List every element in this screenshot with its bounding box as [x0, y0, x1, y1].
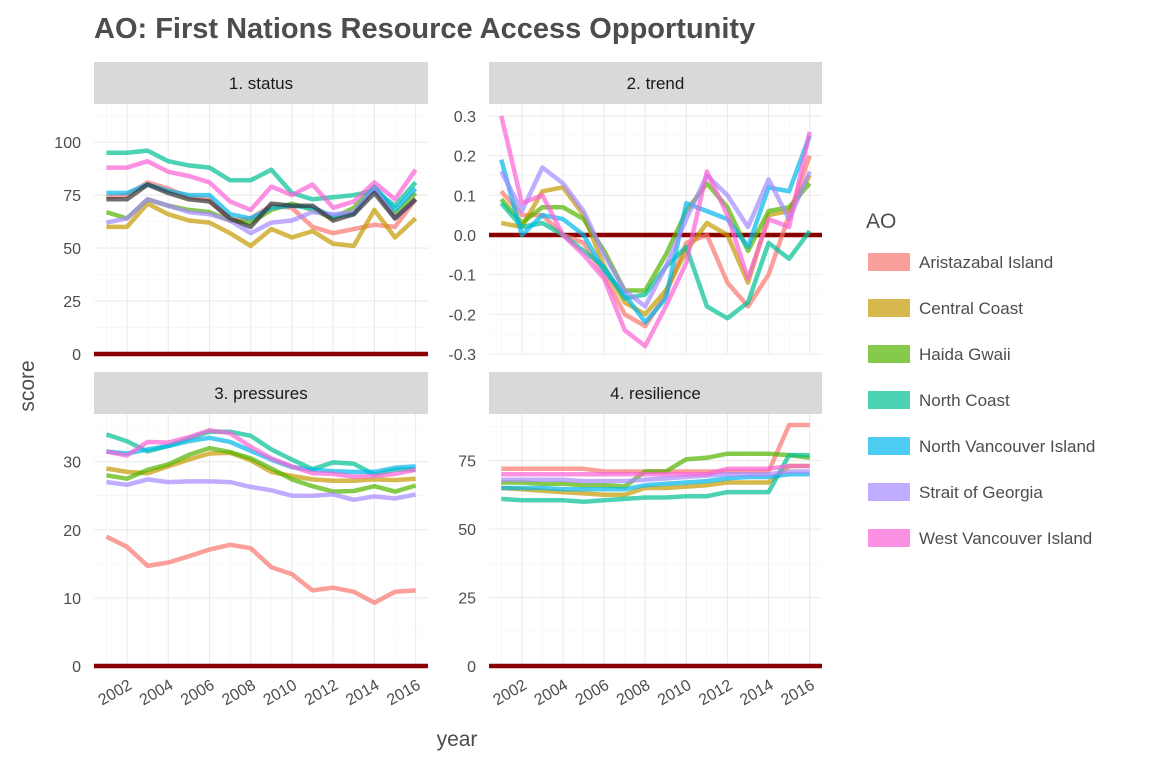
- y-axis-title: score: [16, 360, 39, 411]
- x-tick-label: 2008: [614, 677, 653, 710]
- series-line-haida-gwaii: [106, 445, 417, 494]
- legend-swatch: [868, 253, 910, 271]
- series-line-north-vancouver-island: [106, 435, 416, 475]
- y-tick-label: -0.3: [448, 347, 476, 364]
- series-line-unlabeled: [106, 182, 418, 230]
- legend-swatch: [868, 529, 910, 547]
- legend-label: North Vancouver Island: [919, 437, 1095, 456]
- facet-strip: [94, 372, 428, 414]
- legend-item-aristazabal-island: Aristazabal Island: [868, 253, 1053, 272]
- facet-panel-4-resilience: 4. resilience 0 25 50 75 2002 2004 2006 2008 2010…: [458, 372, 822, 709]
- x-tick-label: 2006: [178, 677, 217, 710]
- series-line-central-coast: [106, 450, 416, 483]
- legend-items: Aristazabal Island Central Coast Haida Gwa…: [868, 253, 1095, 548]
- legend-title: AO: [866, 210, 896, 233]
- y-tick-label: 75: [458, 454, 476, 471]
- series-line-north-coast: [501, 452, 810, 504]
- y-tick-label: 20: [63, 523, 81, 540]
- facet-strip-label: 3. pressures: [214, 384, 308, 403]
- legend-swatch: [868, 391, 910, 409]
- y-tick-label: 75: [63, 188, 81, 205]
- legend-item-west-vancouver-island: West Vancouver Island: [868, 529, 1092, 548]
- series-line-central-coast: [501, 463, 810, 498]
- x-tick-label: 2016: [778, 677, 817, 710]
- facet-panel-1-status: 1. status 0 25 50 75 100: [54, 62, 428, 364]
- y-tick-label: 0.3: [454, 109, 476, 126]
- x-tick-label: 2004: [137, 677, 176, 710]
- facet-strip-label: 4. resilience: [610, 384, 701, 403]
- legend-item-north-vancouver-island: North Vancouver Island: [868, 437, 1095, 456]
- x-tick-label: 2012: [302, 677, 341, 710]
- y-tick-label: 30: [63, 455, 81, 472]
- y-tick-label: 50: [63, 241, 81, 258]
- legend-label: Haida Gwaii: [919, 345, 1011, 364]
- series-line-strait-of-georgia: [501, 469, 810, 484]
- legend-swatch: [868, 345, 910, 363]
- y-tick-label: 0: [467, 659, 476, 676]
- legend-label: Aristazabal Island: [919, 253, 1053, 272]
- x-tick-label: 2014: [737, 677, 776, 710]
- x-tick-label: 2006: [573, 677, 612, 710]
- x-tick-label: 2016: [384, 677, 423, 710]
- x-tick-label: 2010: [655, 677, 694, 710]
- x-tick-label: 2010: [261, 677, 300, 710]
- x-tick-label: 2012: [696, 677, 735, 710]
- series-line-aristazabal-island: [501, 422, 810, 474]
- legend-swatch: [868, 299, 910, 317]
- x-tick-label: 2008: [219, 677, 258, 710]
- x-axis-title: year: [437, 728, 478, 751]
- legend-item-strait-of-georgia: Strait of Georgia: [868, 483, 1043, 502]
- y-tick-label: 50: [458, 522, 476, 539]
- y-tick-label: 0: [72, 347, 81, 364]
- series-line-strait-of-georgia: [499, 165, 812, 309]
- series-line-west-vancouver-island: [499, 115, 812, 349]
- y-tick-label: 10: [63, 591, 81, 608]
- facet-strip: [489, 62, 822, 104]
- x-tick-label: 2004: [532, 677, 571, 710]
- legend-label: Central Coast: [919, 299, 1023, 318]
- y-tick-label: 100: [54, 135, 81, 152]
- legend-label: Strait of Georgia: [919, 483, 1043, 502]
- y-tick-label: -0.2: [448, 307, 476, 324]
- legend-label: North Coast: [919, 391, 1010, 410]
- series-line-aristazabal-island: [105, 534, 416, 605]
- legend-item-north-coast: North Coast: [868, 391, 1010, 410]
- series-line-strait-of-georgia: [106, 477, 417, 503]
- legend-swatch: [868, 437, 910, 455]
- series-line-haida-gwaii: [499, 181, 812, 293]
- facet-strip-label: 1. status: [229, 74, 293, 93]
- x-tick-label: 2002: [96, 677, 135, 710]
- facet-panel-2-trend: 2. trend -0.3 -0.2 -0.1 0.0 0.1 0.2 0.3: [448, 62, 822, 364]
- series-line-west-vancouver-island: [501, 463, 810, 477]
- x-tick-label: 2002: [491, 677, 530, 710]
- facet-strip: [94, 62, 428, 104]
- series-line-haida-gwaii: [501, 451, 810, 489]
- y-tick-label: 25: [63, 294, 81, 311]
- y-tick-label: 25: [458, 591, 476, 608]
- facet-strip: [489, 372, 822, 414]
- series-line-north-vancouver-island: [501, 472, 810, 492]
- x-tick-label: 2014: [343, 677, 382, 710]
- legend-label: West Vancouver Island: [919, 529, 1092, 548]
- y-tick-label: 0: [72, 659, 81, 676]
- y-tick-label: 0.0: [454, 228, 476, 245]
- legend-item-haida-gwaii: Haida Gwaii: [868, 345, 1011, 364]
- y-tick-label: 0.1: [454, 188, 476, 205]
- legend-swatch: [868, 483, 910, 501]
- chart-title: AO: First Nations Resource Access Opport…: [94, 13, 755, 45]
- legend: AO Aristazabal Island Central Coast Haida …: [866, 210, 1095, 548]
- series-line-west-vancouver-island: [105, 428, 417, 479]
- series-line-north-coast: [499, 201, 812, 321]
- y-tick-label: 0.2: [454, 149, 476, 166]
- legend-item-central-coast: Central Coast: [868, 299, 1023, 318]
- series-line-central-coast: [106, 201, 418, 249]
- facet-strip-label: 2. trend: [627, 74, 685, 93]
- y-tick-label: -0.1: [448, 268, 476, 285]
- series-line-west-vancouver-island: [106, 158, 418, 213]
